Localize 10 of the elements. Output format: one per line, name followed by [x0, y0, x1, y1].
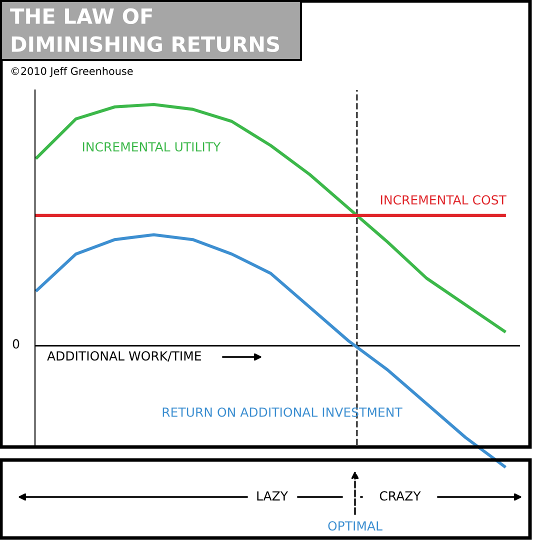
series-label: RETURN ON ADDITIONAL INVESTMENT: [162, 407, 402, 417]
chart-title: THE LAW OF DIMINISHING RETURNS: [10, 8, 280, 52]
chart-subtitle: ©2010 Jeff Greenhouse: [11, 66, 133, 77]
series-label: INCREMENTAL COST: [380, 195, 506, 205]
series-label: INCREMENTAL UTILITY: [82, 142, 221, 152]
text: LAZY: [257, 491, 288, 500]
annotation: ADDITIONAL WORK/TIME: [47, 351, 201, 362]
text: OPTIMAL: [328, 521, 382, 531]
annotation: 0: [12, 339, 20, 349]
text: CRAZY: [380, 491, 421, 501]
